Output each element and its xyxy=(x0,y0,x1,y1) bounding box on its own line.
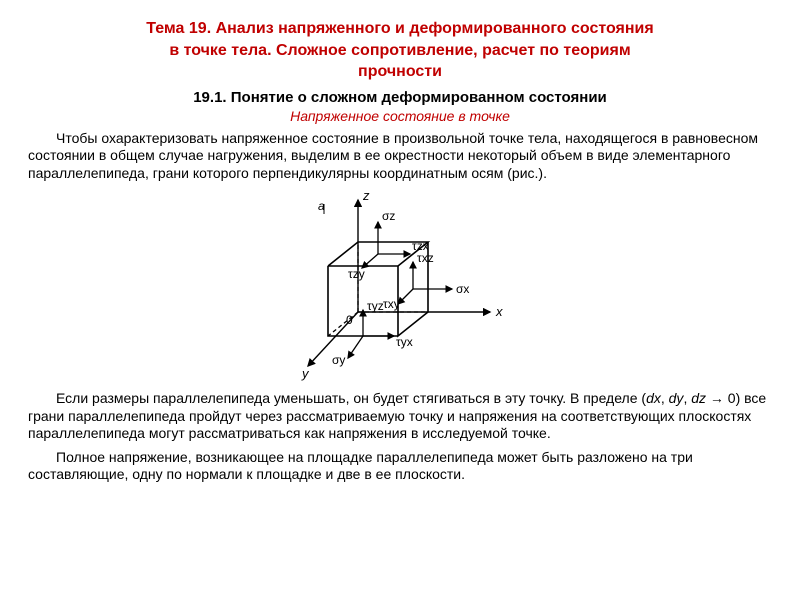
page-title-line3: прочности xyxy=(28,61,772,83)
label-origin: 0 xyxy=(346,313,353,327)
label-tau-xy: τxy xyxy=(383,297,400,311)
paragraph-2a: Если размеры параллелепипеда уменьшать, … xyxy=(56,390,646,406)
label-tau-zy: τzy xyxy=(348,267,365,281)
label-axis-z: z xyxy=(362,188,370,203)
paragraph-3-text: Полное напряжение, возникающее на площад… xyxy=(28,449,693,483)
label-tau-yz: τyz xyxy=(367,299,384,313)
page-title-line2: в точке тела. Сложное сопротивление, рас… xyxy=(28,40,772,62)
label-sigma-x: σx xyxy=(456,282,469,296)
paragraph-2-dx: dx xyxy=(646,390,661,406)
label-axis-x: x xyxy=(495,304,503,319)
paragraph-2-dy: dy xyxy=(669,390,684,406)
label-sigma-y: σy xyxy=(332,353,345,367)
section-subtitle: 19.1. Понятие о сложном деформированном … xyxy=(28,89,772,106)
paragraph-2: Если размеры параллелепипеда уменьшать, … xyxy=(28,390,772,443)
label-sigma-z: σz xyxy=(382,209,395,223)
label-tau-yx: τyx xyxy=(396,335,413,349)
page-title-line1: Тема 19. Анализ напряженного и деформиро… xyxy=(28,18,772,40)
paragraph-2-dz: dz xyxy=(691,390,706,406)
label-axis-y: y xyxy=(301,366,310,381)
label-tau-xz: τxz xyxy=(417,251,434,265)
figure-container: 0 x y z a xyxy=(28,186,772,384)
stress-cube-figure: 0 x y z a xyxy=(270,186,530,381)
paragraph-1: Чтобы охарактеризовать напряженное состо… xyxy=(28,130,772,183)
paragraph-1-text: Чтобы охарактеризовать напряженное состо… xyxy=(28,130,758,181)
section-subtitle-em: Напряженное состояние в точке xyxy=(28,108,772,124)
paragraph-3: Полное напряжение, возникающее на площад… xyxy=(28,449,772,484)
